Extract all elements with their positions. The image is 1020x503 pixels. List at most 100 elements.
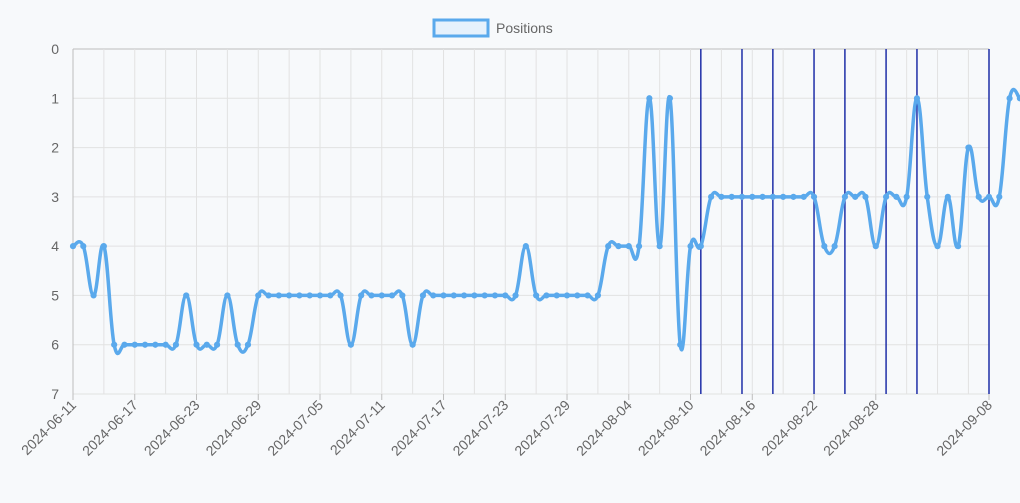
- x-tick-label: 2024-07-23: [449, 397, 511, 459]
- data-point[interactable]: [69, 243, 77, 250]
- data-point[interactable]: [399, 292, 406, 299]
- data-point[interactable]: [677, 341, 684, 348]
- data-point[interactable]: [821, 243, 828, 250]
- data-point[interactable]: [337, 292, 344, 299]
- data-point[interactable]: [563, 292, 571, 299]
- data-point[interactable]: [965, 144, 972, 151]
- data-point[interactable]: [810, 193, 818, 200]
- data-point[interactable]: [718, 193, 725, 200]
- data-point[interactable]: [430, 292, 437, 299]
- data-point[interactable]: [275, 292, 282, 299]
- data-point[interactable]: [635, 243, 643, 250]
- data-point[interactable]: [213, 341, 221, 348]
- data-point[interactable]: [728, 193, 735, 200]
- data-point[interactable]: [121, 341, 128, 348]
- data-point[interactable]: [224, 292, 231, 299]
- data-point[interactable]: [646, 95, 653, 102]
- data-point[interactable]: [862, 193, 869, 200]
- data-point[interactable]: [1006, 95, 1013, 102]
- data-point[interactable]: [172, 341, 180, 348]
- data-point[interactable]: [255, 292, 262, 299]
- data-point[interactable]: [368, 292, 375, 299]
- data-point[interactable]: [491, 292, 499, 299]
- x-tick-label: 2024-06-23: [141, 397, 203, 459]
- data-point[interactable]: [615, 243, 622, 250]
- data-point[interactable]: [481, 292, 488, 299]
- x-tick-label: 2024-08-22: [758, 397, 820, 459]
- data-point[interactable]: [234, 341, 241, 348]
- data-point[interactable]: [605, 243, 612, 250]
- data-point[interactable]: [666, 95, 674, 102]
- data-point[interactable]: [656, 243, 663, 250]
- data-point[interactable]: [440, 292, 447, 299]
- data-point[interactable]: [296, 292, 303, 299]
- data-point[interactable]: [584, 292, 591, 299]
- data-point[interactable]: [80, 243, 87, 250]
- data-point[interactable]: [903, 193, 910, 200]
- data-point[interactable]: [872, 243, 879, 250]
- data-point[interactable]: [800, 193, 807, 200]
- data-point[interactable]: [152, 341, 159, 348]
- data-point[interactable]: [306, 292, 313, 299]
- data-point[interactable]: [90, 292, 97, 299]
- data-point[interactable]: [924, 193, 931, 200]
- x-tick-label: 2024-09-08: [933, 397, 995, 459]
- data-point[interactable]: [749, 193, 756, 200]
- data-point[interactable]: [286, 292, 293, 299]
- legend[interactable]: Positions: [432, 18, 553, 38]
- data-point[interactable]: [100, 243, 107, 250]
- data-point[interactable]: [461, 292, 468, 299]
- data-point[interactable]: [841, 193, 849, 200]
- data-point[interactable]: [316, 292, 324, 299]
- data-point[interactable]: [203, 341, 210, 348]
- data-point[interactable]: [913, 95, 921, 102]
- data-point[interactable]: [944, 193, 951, 200]
- data-point[interactable]: [358, 292, 365, 299]
- data-point[interactable]: [378, 292, 385, 299]
- data-point[interactable]: [934, 243, 941, 250]
- data-point[interactable]: [347, 341, 354, 348]
- data-point[interactable]: [141, 341, 149, 348]
- x-tick-label: 2024-06-17: [79, 397, 141, 459]
- data-point[interactable]: [244, 341, 252, 348]
- data-point[interactable]: [512, 292, 519, 299]
- data-point[interactable]: [419, 292, 427, 299]
- data-point[interactable]: [574, 292, 581, 299]
- data-point[interactable]: [882, 193, 890, 200]
- data-point[interactable]: [522, 243, 529, 250]
- data-point[interactable]: [996, 193, 1003, 200]
- data-point[interactable]: [985, 193, 993, 200]
- data-point[interactable]: [780, 193, 787, 200]
- data-point[interactable]: [183, 292, 190, 299]
- data-point[interactable]: [111, 341, 118, 348]
- data-point[interactable]: [471, 292, 478, 299]
- data-point[interactable]: [265, 292, 272, 299]
- data-point[interactable]: [388, 292, 396, 299]
- data-point[interactable]: [790, 193, 797, 200]
- data-point[interactable]: [738, 193, 746, 200]
- data-point[interactable]: [553, 292, 560, 299]
- data-point[interactable]: [769, 193, 776, 200]
- data-point[interactable]: [625, 243, 632, 250]
- data-point[interactable]: [502, 292, 509, 299]
- data-point[interactable]: [697, 243, 704, 250]
- data-point[interactable]: [852, 193, 859, 200]
- data-point[interactable]: [543, 292, 550, 299]
- data-point[interactable]: [594, 292, 601, 299]
- x-tick-label: 2024-08-16: [696, 397, 758, 459]
- data-point[interactable]: [533, 292, 540, 299]
- data-point[interactable]: [955, 243, 962, 250]
- data-point[interactable]: [975, 193, 982, 200]
- data-point[interactable]: [831, 243, 838, 250]
- data-point[interactable]: [193, 341, 200, 348]
- data-point[interactable]: [327, 292, 334, 299]
- data-point[interactable]: [162, 341, 169, 348]
- data-point[interactable]: [131, 341, 138, 348]
- data-point[interactable]: [708, 193, 715, 200]
- data-point[interactable]: [450, 292, 457, 299]
- data-point[interactable]: [893, 193, 900, 200]
- y-tick-label: 7: [51, 386, 59, 402]
- data-point[interactable]: [687, 243, 694, 250]
- data-point[interactable]: [759, 193, 766, 200]
- data-point[interactable]: [409, 341, 416, 348]
